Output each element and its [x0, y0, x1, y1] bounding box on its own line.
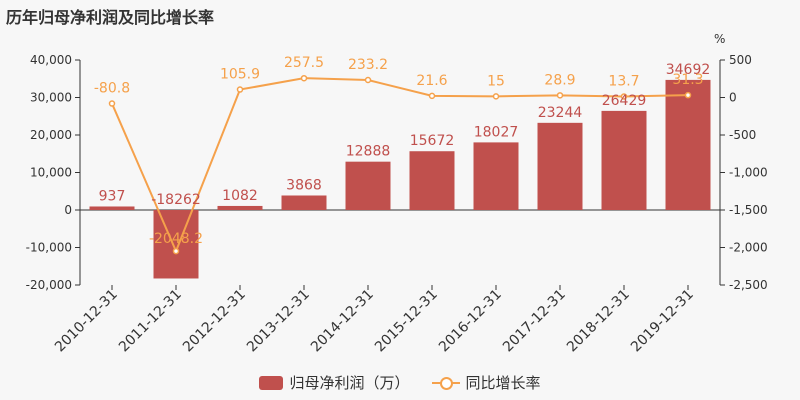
y-right-tick-label: -2,500 — [729, 278, 768, 292]
legend-profit-label: 归母净利润（万） — [289, 374, 410, 392]
y-right-tick-label: -500 — [729, 128, 756, 142]
legend-bar-swatch-icon — [259, 375, 284, 390]
growth-rate-line — [111, 77, 689, 254]
growth-rate-label: 105.9 — [220, 67, 260, 83]
legend: 归母净利润（万） 同比增长率 — [0, 372, 800, 393]
growth-rate-point — [236, 86, 244, 93]
growth-rate-point — [364, 76, 372, 84]
y-left-tick-label: -20,000 — [26, 278, 72, 292]
x-tick-label: 2010-12-31 — [52, 287, 121, 356]
profit-bar — [537, 122, 583, 210]
growth-rate-point — [492, 93, 500, 100]
profit-bar — [217, 205, 263, 210]
y-right-tick-label: 0 — [729, 91, 737, 105]
y-right-tick-label: 500 — [729, 53, 752, 67]
profit-bar-label: 15672 — [410, 133, 455, 149]
chart-canvas: -20,000 -10,000 0 10,000 20,000 30,000 40,000 -… — [26, 32, 768, 356]
growth-rate-point — [556, 92, 564, 99]
y-left-tick-label: 40,000 — [30, 53, 72, 67]
profit-bar — [153, 210, 199, 279]
y-left-tick-label: 10,000 — [30, 166, 72, 180]
profit-bar-label: 1082 — [222, 188, 258, 204]
growth-rate-point — [684, 91, 692, 99]
growth-rate-point — [428, 92, 436, 100]
profit-bar — [89, 206, 135, 210]
x-tick-label: 2014-12-31 — [308, 287, 377, 356]
profit-bar-label: 34692 — [666, 62, 711, 78]
growth-rate-label: 13.7 — [608, 73, 639, 89]
y-right-tick-label: -1,500 — [729, 203, 768, 217]
profit-bar-label: -18262 — [151, 192, 201, 208]
legend-item-profit[interactable]: 归母净利润（万） — [259, 372, 410, 393]
x-tick-label: 2016-12-31 — [436, 287, 505, 356]
growth-rate-point — [172, 247, 180, 255]
y-right-tick-label: -2,000 — [729, 241, 768, 255]
growth-rate-point — [300, 74, 308, 82]
x-tick-label: 2018-12-31 — [564, 287, 633, 356]
y-right-axis-unit: % — [714, 32, 725, 46]
chart-title: 历年归母净利润及同比增长率 — [6, 8, 215, 27]
profit-bar — [281, 195, 327, 210]
growth-rate-label: 31.3 — [672, 72, 703, 88]
x-tick-label: 2019-12-31 — [628, 287, 697, 356]
x-tick-label: 2013-12-31 — [244, 287, 313, 356]
y-left-tick-label: 0 — [64, 203, 72, 217]
profit-bar-label: 26429 — [602, 93, 647, 109]
x-tick-label: 2017-12-31 — [500, 287, 569, 356]
growth-rate-label: 28.9 — [544, 72, 575, 88]
growth-rate-point — [620, 93, 628, 100]
y-left-tick-label: -10,000 — [26, 241, 72, 255]
growth-rate-label: 21.6 — [416, 73, 447, 89]
profit-bar-label: 12888 — [346, 144, 391, 160]
profit-bar — [473, 142, 519, 210]
legend-line-swatch-icon — [431, 376, 460, 390]
growth-rate-label: 257.5 — [284, 55, 324, 71]
growth-rate-label: -2048.2 — [149, 231, 203, 247]
legend-growth-label: 同比增长率 — [465, 374, 541, 392]
y-right-tick-label: -1,000 — [729, 166, 768, 180]
profit-bar — [601, 110, 647, 210]
profit-bar — [345, 161, 391, 210]
x-tick-label: 2011-12-31 — [116, 287, 185, 356]
profit-bar-label: 23244 — [538, 105, 583, 121]
growth-rate-label: 15 — [487, 73, 505, 89]
profit-bar-label: 937 — [99, 188, 126, 204]
profit-bar — [409, 151, 455, 210]
growth-rate-label: 233.2 — [348, 57, 388, 73]
x-tick-label: 2012-12-31 — [180, 287, 249, 356]
legend-item-growth[interactable]: 同比增长率 — [431, 372, 541, 393]
growth-rate-point — [108, 100, 116, 107]
profit-bar — [665, 79, 711, 210]
profit-bar-label: 3868 — [286, 177, 322, 193]
x-tick-label: 2015-12-31 — [372, 287, 441, 356]
profit-bar-label: 18027 — [474, 124, 519, 140]
y-left-tick-label: 30,000 — [30, 91, 72, 105]
growth-rate-label: -80.8 — [94, 81, 130, 97]
y-left-tick-label: 20,000 — [30, 128, 72, 142]
